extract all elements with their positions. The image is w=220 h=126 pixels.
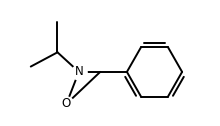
- Text: N: N: [75, 65, 83, 78]
- Text: O: O: [62, 97, 71, 111]
